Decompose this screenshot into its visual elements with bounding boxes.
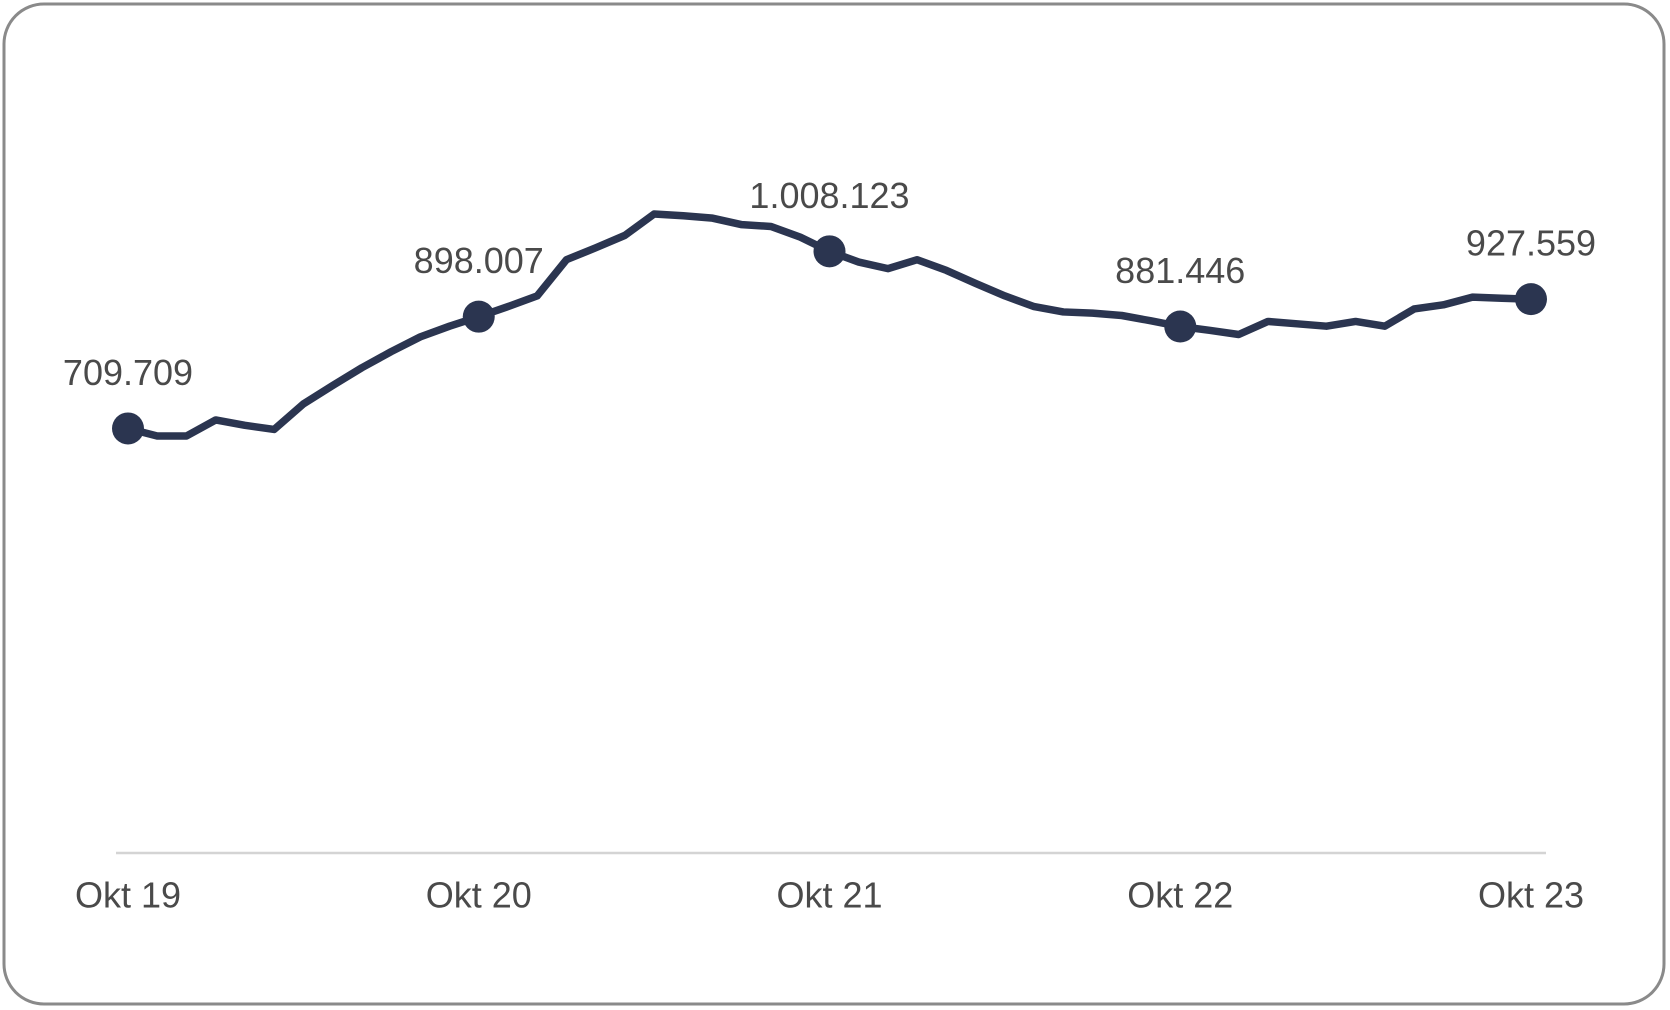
data-label: 1.008.123 — [749, 175, 909, 216]
data-label: 881.446 — [1115, 250, 1245, 291]
x-tick-label: Okt 23 — [1478, 875, 1584, 916]
x-tick-label: Okt 22 — [1127, 875, 1233, 916]
x-tick-label: Okt 19 — [75, 875, 181, 916]
data-point — [112, 412, 144, 445]
data-point — [813, 235, 846, 268]
data-point — [462, 300, 495, 333]
data-point — [1164, 310, 1197, 343]
data-point — [1515, 283, 1547, 316]
data-label: 927.559 — [1466, 223, 1596, 264]
data-label: 898.007 — [414, 240, 544, 281]
x-tick-label: Okt 20 — [426, 875, 532, 916]
x-tick-label: Okt 21 — [776, 875, 882, 916]
data-label: 709.709 — [63, 352, 193, 393]
